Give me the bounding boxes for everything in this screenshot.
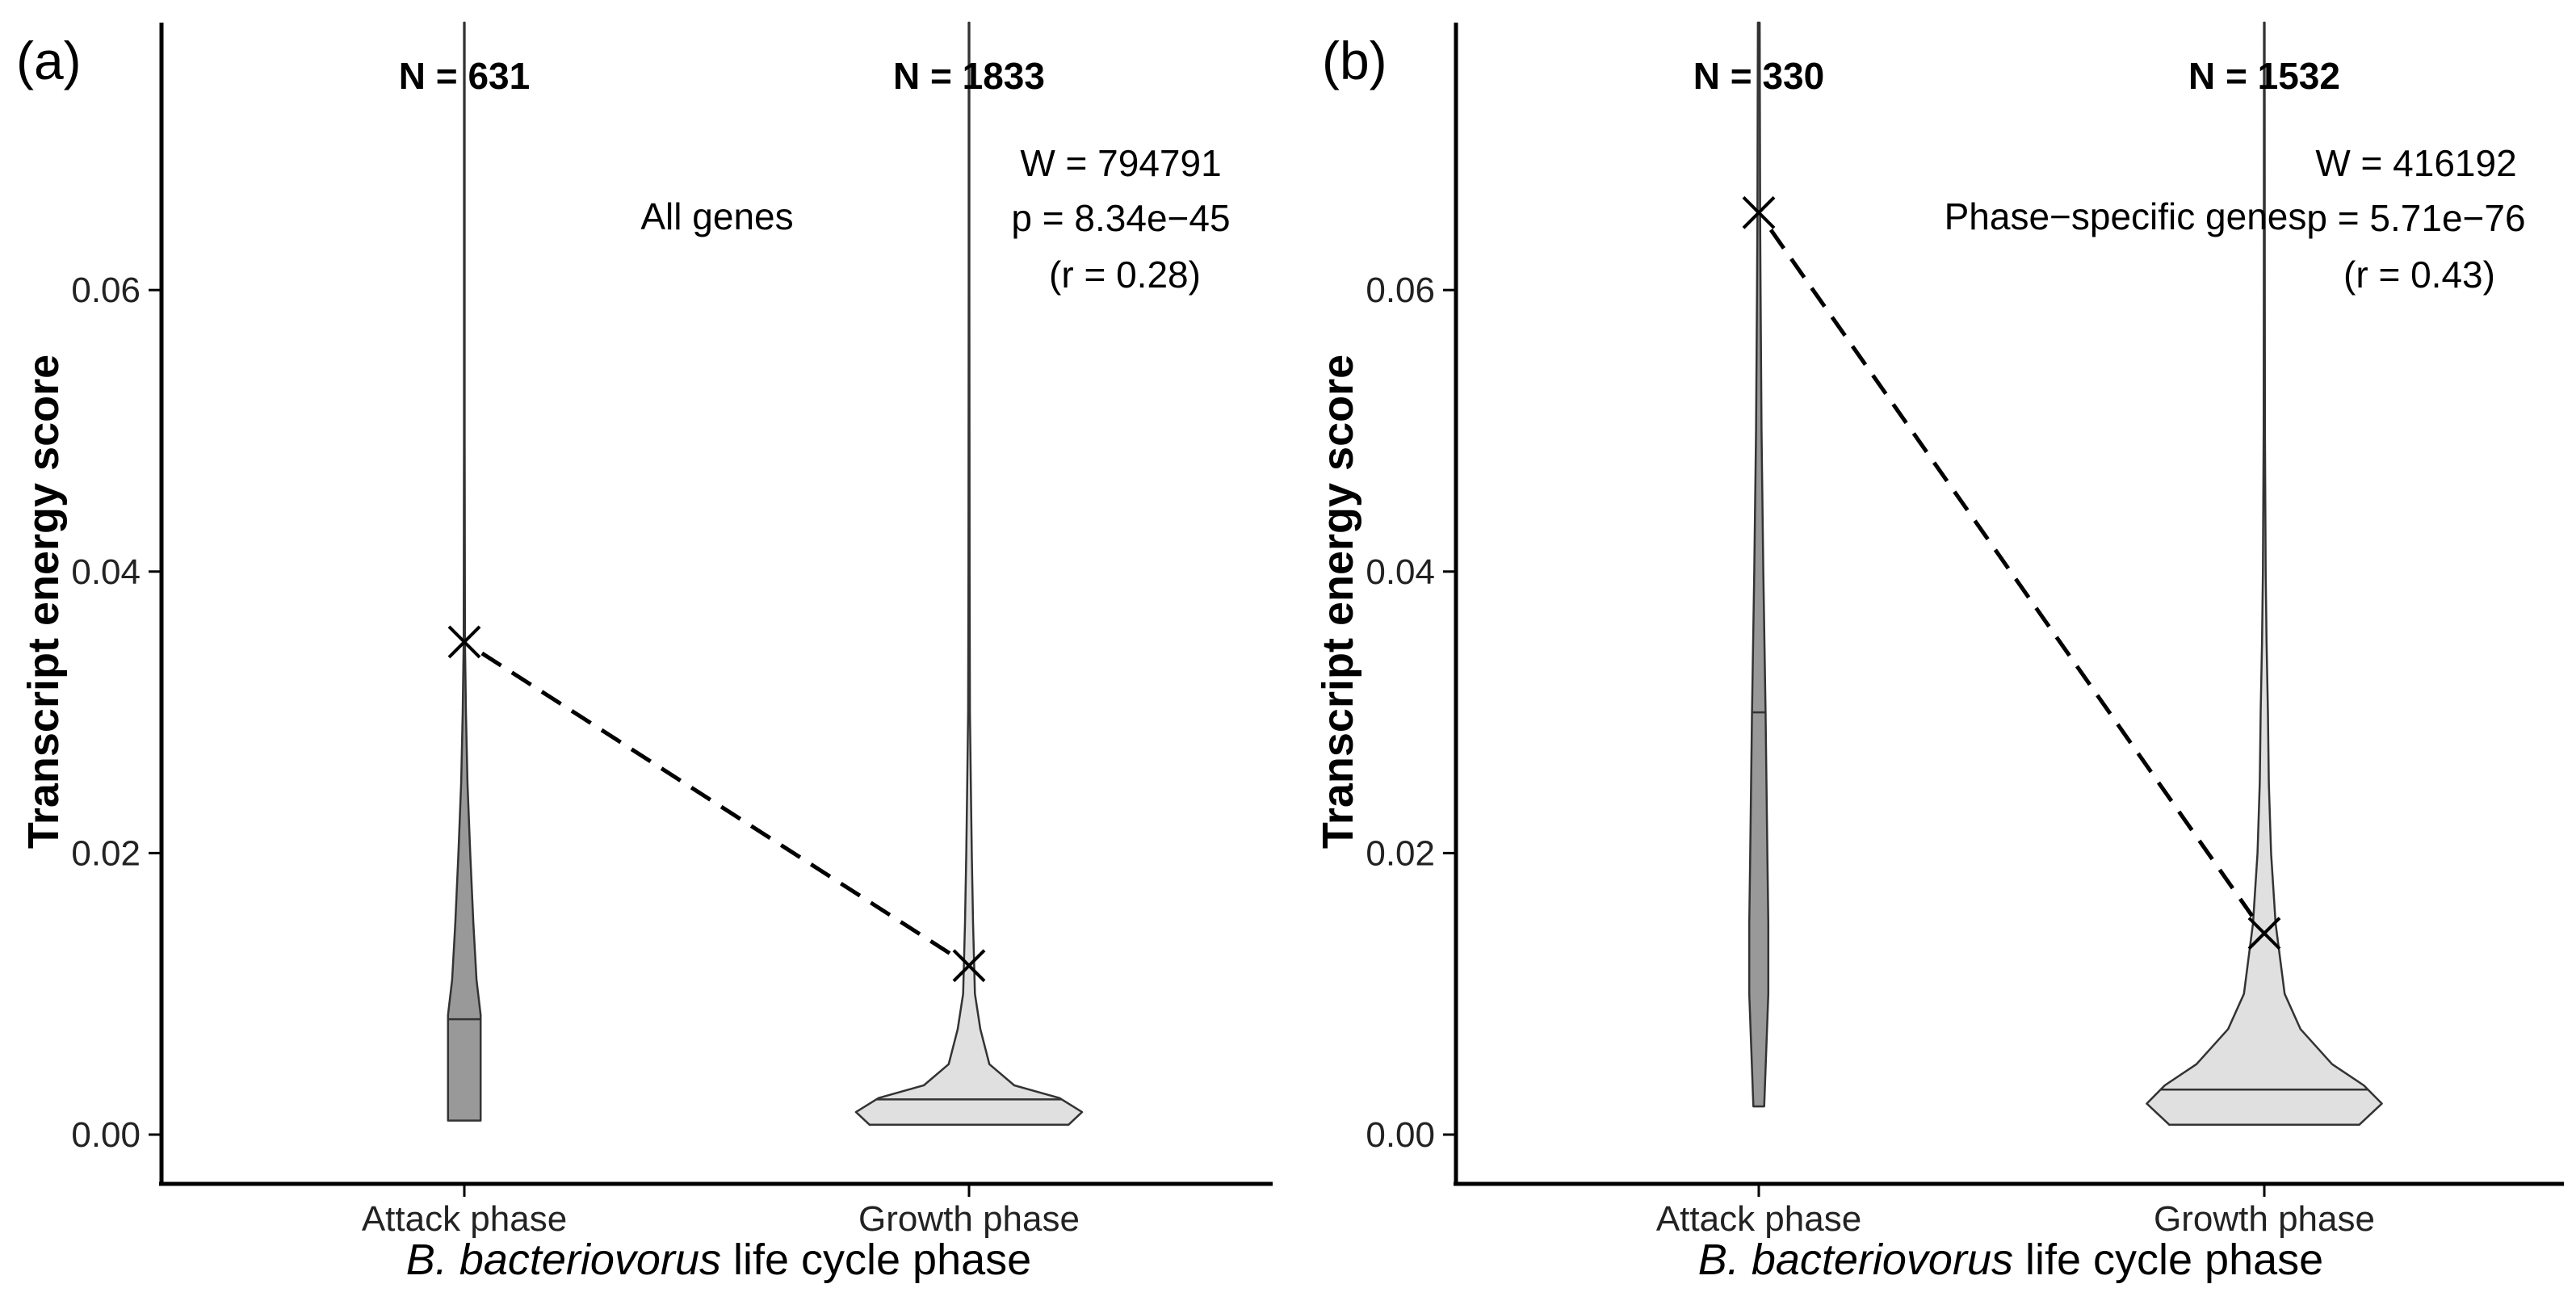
x-axis-label-b: B. bacteriovorus life cycle phase	[1698, 1236, 2323, 1284]
x-axis-label-species-b: B. bacteriovorus	[1698, 1236, 2013, 1284]
x-tick-label-b-0: Attack phase	[1656, 1199, 1861, 1239]
chart-title-b: Phase−specific genes	[1945, 195, 2307, 237]
violin-a-1	[854, 21, 1084, 1127]
n-label-growth-b: N = 1532	[2188, 55, 2340, 97]
y-tick-label-a-3: 0.06	[71, 271, 141, 310]
panel-label-a: (a)	[16, 31, 82, 90]
violin-b-0	[1747, 21, 1770, 1108]
mean-connector-b	[1768, 229, 2255, 917]
mean-connector-a	[480, 651, 953, 956]
mean-marker-b-0	[1742, 195, 1776, 229]
x-axis-label-a: B. bacteriovorus life cycle phase	[406, 1236, 1031, 1284]
stat-w-a: W = 794791	[1020, 142, 1221, 184]
y-tick-label-b-2: 0.04	[1366, 552, 1435, 592]
y-tick-label-a-0: 0.00	[71, 1115, 141, 1155]
plot-area-b: 0.00 0.02 0.04 0.06 Attack phase Growth phase	[1366, 21, 2383, 1239]
n-label-attack-b: N = 330	[1693, 55, 1824, 97]
x-axis-label-rest-a: life cycle phase	[721, 1236, 1031, 1284]
y-tick-label-b-1: 0.02	[1366, 833, 1435, 873]
violin-a-0	[447, 21, 482, 1122]
x-axis-label-species-a: B. bacteriovorus	[406, 1236, 721, 1284]
x-tick-label-a-1: Growth phase	[858, 1199, 1080, 1239]
mean-marker-a-1	[952, 949, 986, 983]
stat-r-a: (r = 0.28)	[1049, 254, 1201, 296]
y-tick-label-b-0: 0.00	[1366, 1115, 1435, 1155]
x-tick-label-a-0: Attack phase	[362, 1199, 567, 1239]
y-axis-label-a: Transcript energy score	[19, 355, 68, 849]
x-tick-label-b-1: Growth phase	[2154, 1199, 2375, 1239]
plot-area-a: 0.00 0.02 0.04 0.06 Attack phase Growth phase	[71, 21, 1084, 1239]
stat-p-b: p = 5.71e−76	[2306, 197, 2525, 239]
panel-b: (b) Transcript energy score 0.00 0.02 0.04…	[1314, 21, 2564, 1284]
panel-label-b: (b)	[1322, 31, 1387, 90]
mean-marker-a-0	[447, 625, 481, 659]
mean-marker-b-1	[2247, 917, 2281, 950]
y-tick-label-a-1: 0.02	[71, 833, 141, 873]
stat-w-b: W = 416192	[2315, 142, 2516, 184]
n-label-growth-a: N = 1833	[893, 55, 1045, 97]
y-tick-label-a-2: 0.04	[71, 552, 141, 592]
stat-r-b: (r = 0.43)	[2343, 254, 2495, 296]
x-axis-label-rest-b: life cycle phase	[2013, 1236, 2323, 1284]
n-label-attack-a: N = 631	[399, 55, 530, 97]
y-tick-label-b-3: 0.06	[1366, 271, 1435, 310]
panel-a: (a) Transcript energy score 0.00 0.02 0.04…	[16, 21, 1273, 1284]
violin-b-1	[2146, 21, 2383, 1127]
chart-title-a: All genes	[640, 195, 793, 237]
stat-p-a: p = 8.34e−45	[1011, 197, 1230, 239]
y-axis-label-b: Transcript energy score	[1314, 355, 1362, 849]
